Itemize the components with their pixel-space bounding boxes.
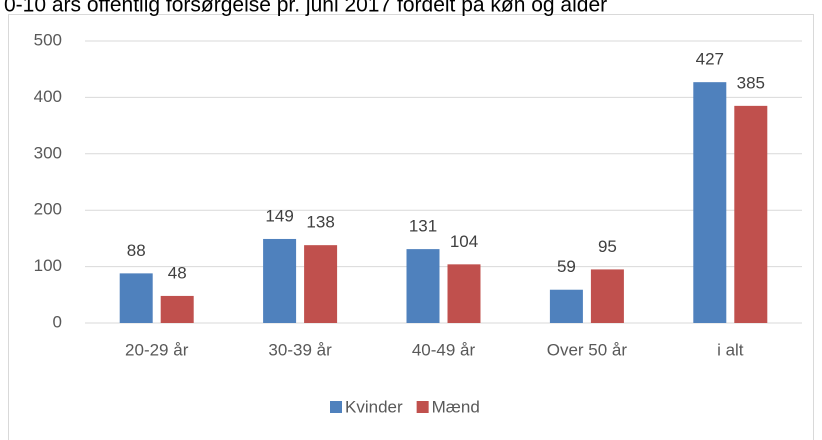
chart-frame — [8, 14, 814, 440]
x-tick-label: 40-49 år — [412, 340, 476, 359]
data-label: 149 — [265, 206, 293, 225]
y-tick-label: 100 — [34, 256, 62, 275]
x-tick-label: 20-29 år — [125, 340, 189, 359]
data-label: 95 — [598, 237, 617, 256]
bar — [119, 273, 153, 323]
bar — [447, 264, 481, 323]
bar — [734, 105, 768, 323]
data-label: 88 — [127, 241, 146, 260]
x-tick-label: Over 50 år — [547, 340, 628, 359]
data-label: 131 — [409, 217, 437, 236]
data-label: 59 — [557, 257, 576, 276]
y-tick-label: 200 — [34, 200, 62, 219]
legend-label: Mænd — [432, 397, 480, 416]
bar — [263, 238, 297, 323]
legend-swatch — [330, 401, 342, 413]
y-tick-label: 500 — [34, 30, 62, 49]
y-tick-label: 0 — [53, 312, 62, 331]
legend-swatch — [416, 401, 429, 413]
bar — [549, 289, 583, 323]
data-label: 385 — [737, 73, 765, 92]
bar — [693, 82, 727, 323]
data-label: 427 — [696, 50, 724, 69]
x-tick-label: 30-39 år — [268, 340, 332, 359]
bar — [590, 269, 624, 323]
y-tick-label: 300 — [34, 143, 62, 162]
data-label: 104 — [450, 232, 478, 251]
chart-title: 0-10 års offentlig forsørgelse pr. juni … — [4, 0, 607, 17]
legend-label: Kvinder — [345, 397, 403, 416]
bar — [406, 249, 440, 323]
data-label: 138 — [306, 213, 334, 232]
y-tick-label: 400 — [34, 87, 62, 106]
x-tick-label: i alt — [717, 340, 744, 359]
bar — [160, 295, 194, 323]
data-label: 48 — [168, 263, 187, 282]
bar — [304, 245, 338, 323]
